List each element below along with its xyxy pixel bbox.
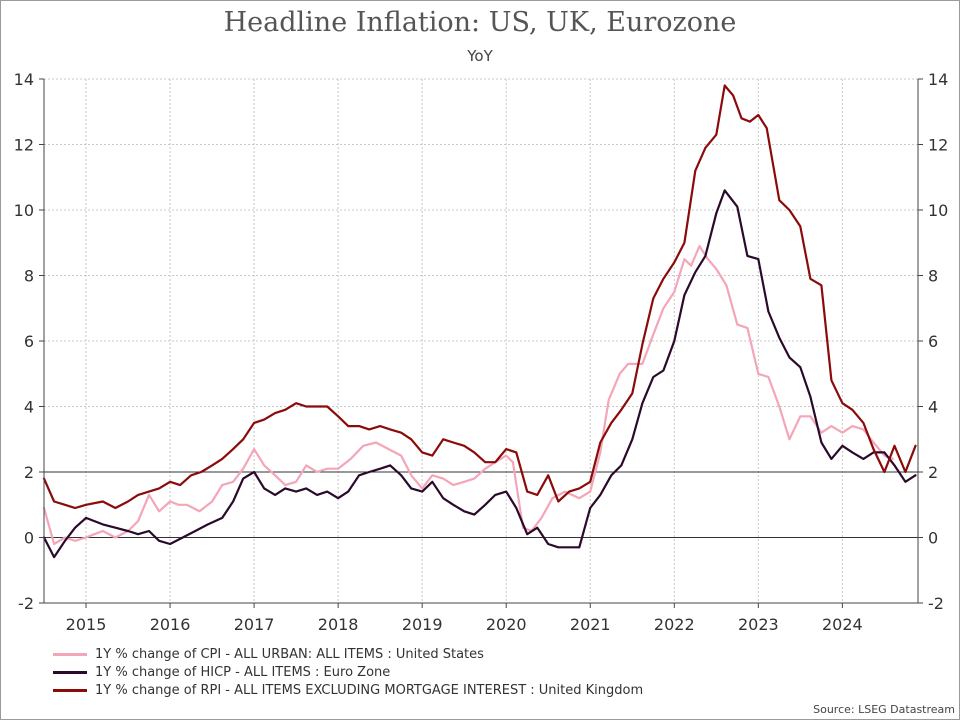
reference-lines bbox=[44, 471, 918, 538]
x-tick-label: 2019 bbox=[402, 615, 443, 634]
legend-item-eurozone: 1Y % change of HICP - ALL ITEMS : Euro Z… bbox=[53, 663, 643, 681]
y-tick-label-right: 0 bbox=[928, 529, 938, 548]
y-tick-label-left: 10 bbox=[14, 201, 34, 220]
y-tick-label-left: 8 bbox=[24, 267, 34, 286]
legend-label-eurozone: 1Y % change of HICP - ALL ITEMS : Euro Z… bbox=[95, 664, 391, 680]
axes: -2 -2 0 0 2 2 4 4 6 6 8 8 10 10 12 12 14 14 2015 2016 2017 20… bbox=[14, 70, 949, 634]
y-tick-label-right: 10 bbox=[928, 201, 948, 220]
chart-title: Headline Inflation: US, UK, Eurozone bbox=[223, 7, 737, 38]
y-tick-label-left: 0 bbox=[24, 529, 34, 548]
legend-label-uk: 1Y % change of RPI - ALL ITEMS EXCLUDING… bbox=[95, 682, 644, 698]
x-tick-label: 2015 bbox=[66, 615, 107, 634]
y-tick-label-left: 14 bbox=[14, 70, 34, 89]
x-tick-label: 2021 bbox=[570, 615, 611, 634]
x-tick-label: 2017 bbox=[234, 615, 275, 634]
y-tick-label-left: 12 bbox=[14, 136, 34, 155]
legend-label-us: 1Y % change of CPI - ALL URBAN: ALL ITEM… bbox=[95, 646, 484, 662]
x-tick-label: 2016 bbox=[150, 615, 191, 634]
y-tick-label-right: 14 bbox=[928, 70, 948, 89]
y-tick-label-right: 4 bbox=[928, 398, 938, 417]
source-note: Source: LSEG Datastream bbox=[813, 703, 955, 716]
y-tick-label-right: 6 bbox=[928, 332, 938, 351]
x-tick-label: 2020 bbox=[486, 615, 527, 634]
y-tick-label-right: -2 bbox=[928, 594, 944, 613]
y-tick-label-left: 2 bbox=[24, 463, 34, 482]
x-tick-label: 2024 bbox=[822, 615, 863, 634]
grid-lines bbox=[44, 78, 918, 604]
y-tick-label-right: 8 bbox=[928, 267, 938, 286]
x-tick-label: 2018 bbox=[318, 615, 359, 634]
legend-swatch-us bbox=[53, 652, 87, 656]
x-tick-label: 2023 bbox=[738, 615, 779, 634]
chart-subtitle: YoY bbox=[467, 47, 493, 65]
legend: 1Y % change of CPI - ALL URBAN: ALL ITEM… bbox=[53, 645, 643, 699]
y-tick-label-left: -2 bbox=[18, 594, 34, 613]
y-tick-label-left: 6 bbox=[24, 332, 34, 351]
legend-swatch-uk bbox=[53, 688, 87, 692]
x-tick-label: 2022 bbox=[654, 615, 695, 634]
legend-item-us: 1Y % change of CPI - ALL URBAN: ALL ITEM… bbox=[53, 645, 643, 663]
y-tick-label-left: 4 bbox=[24, 398, 34, 417]
y-tick-label-right: 12 bbox=[928, 136, 948, 155]
series-lines bbox=[42, 84, 917, 559]
series-line-0 bbox=[42, 244, 894, 546]
y-tick-label-right: 2 bbox=[928, 463, 938, 482]
legend-swatch-eurozone bbox=[53, 670, 87, 674]
series-line-2 bbox=[42, 84, 917, 510]
legend-item-uk: 1Y % change of RPI - ALL ITEMS EXCLUDING… bbox=[53, 681, 643, 699]
series-line-1 bbox=[42, 189, 917, 559]
